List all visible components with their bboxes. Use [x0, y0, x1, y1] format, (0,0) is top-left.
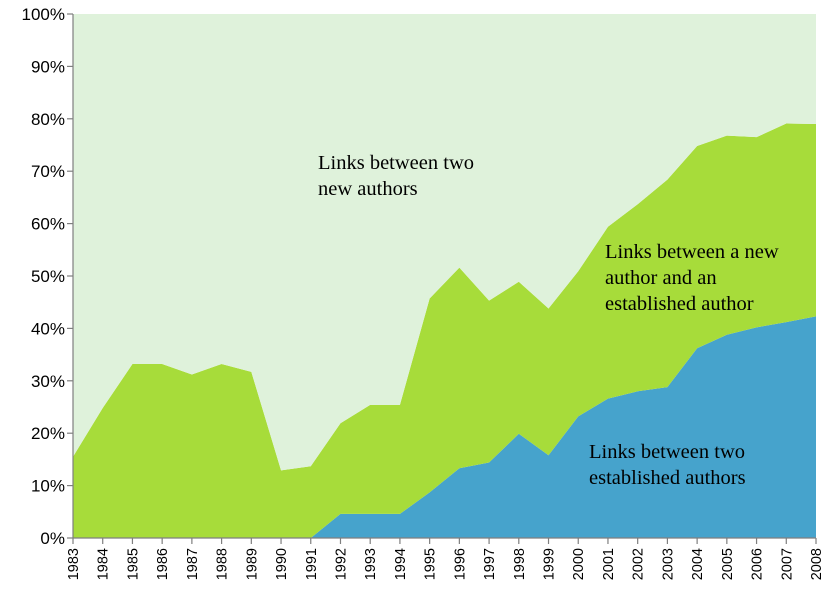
x-tick-label: 1991	[304, 548, 320, 580]
y-tick-label: 30%	[31, 372, 65, 391]
annotation-new-new: Links between two new authors	[318, 152, 474, 200]
area-layer	[73, 14, 816, 539]
x-tick-label: 2008	[809, 548, 825, 580]
x-tick-label: 1997	[482, 548, 498, 580]
y-tick-label: 0%	[40, 529, 65, 548]
y-tick-label: 40%	[31, 319, 65, 338]
y-tick-label: 10%	[31, 477, 65, 496]
x-tick-label: 2000	[571, 548, 587, 580]
x-tick-label: 1984	[96, 548, 112, 580]
x-tick-label: 1994	[393, 548, 409, 580]
annotation-new-established: Links between a new author and an establis…	[605, 241, 779, 315]
x-tick-label: 1993	[363, 548, 379, 580]
x-tick-label: 1989	[244, 548, 260, 580]
x-tick-label: 2002	[631, 548, 647, 580]
x-tick-label: 2001	[601, 548, 617, 580]
area-series-established-established	[73, 316, 816, 538]
x-tick-label: 1999	[542, 548, 558, 580]
annotation-established-established: Links between two established authors	[589, 441, 746, 489]
y-tick-label: 20%	[31, 424, 65, 443]
y-tick-label: 90%	[31, 57, 65, 76]
x-tick-label: 2003	[660, 548, 676, 580]
x-tick-label: 1985	[125, 548, 141, 580]
x-tick-label: 1988	[215, 548, 231, 580]
annotations: Links between two new authors Links betwee…	[318, 152, 779, 489]
x-tick-labels: 1983 1984 1985 1986 1987 1988 1989 1990 1991 1992…	[66, 548, 825, 580]
x-tick-label: 1995	[423, 548, 439, 580]
y-tick-label: 100%	[22, 5, 65, 24]
x-tick-label: 2006	[750, 548, 766, 580]
x-tick-label: 1986	[155, 548, 171, 580]
x-tick-label: 2007	[779, 548, 795, 580]
axes-layer	[67, 13, 817, 544]
x-tick-label: 1996	[452, 548, 468, 580]
area-series-new-established	[73, 123, 816, 539]
x-tick-label: 1987	[185, 548, 201, 580]
x-tick-label: 1983	[66, 548, 82, 580]
x-tick-label: 1990	[274, 548, 290, 580]
y-tick-label: 50%	[31, 267, 65, 286]
y-tick-label: 70%	[31, 162, 65, 181]
y-tick-label: 80%	[31, 110, 65, 129]
x-tick-label: 1992	[333, 548, 349, 580]
y-tick-labels: 0% 10% 20% 30% 40% 50% 60% 70% 80% 90% 100%	[22, 5, 65, 548]
x-tick-label: 2005	[720, 548, 736, 580]
y-tick-label: 60%	[31, 215, 65, 234]
area-series-new-new	[73, 14, 816, 471]
x-tick-label: 1998	[512, 548, 528, 580]
x-tick-label: 2004	[690, 548, 706, 580]
